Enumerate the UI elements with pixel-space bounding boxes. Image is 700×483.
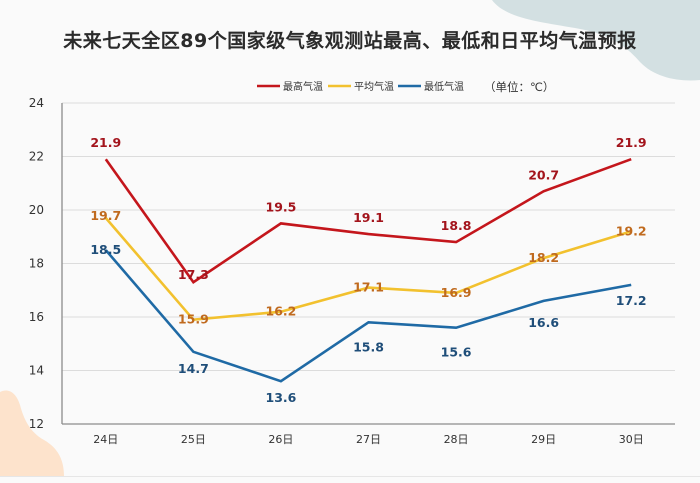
legend-item-avg: 平均气温 [328,80,394,93]
bottom-divider [0,476,700,477]
data-label-max: 19.1 [353,210,384,225]
data-label-min: 15.8 [353,339,384,354]
x-tick-label: 24日 [93,433,118,446]
series-line-max [104,157,632,284]
y-tick-label: 12 [29,417,44,431]
data-label-min: 16.6 [528,315,559,330]
y-tick-label: 22 [29,150,44,164]
series-lines [104,157,632,383]
y-tick-label: 24 [29,96,44,110]
data-label-avg: 18.2 [528,250,559,265]
data-label-avg: 19.7 [90,208,121,223]
unit-label: （单位：℃） [484,80,554,94]
data-label-avg: 17.1 [353,280,384,295]
x-tick-label: 27日 [356,433,381,446]
top-right-blob [492,0,700,81]
data-labels: 21.9 17.3 19.5 19.1 18.8 20.7 21.9 19.7 15.9 16.2… [90,135,646,405]
data-label-max: 18.8 [441,218,472,233]
series-line-avg [104,217,632,322]
data-label-min: 13.6 [266,390,297,405]
gridlines [62,102,675,371]
data-label-min: 15.6 [441,345,472,360]
x-tick-label: 29日 [531,433,556,446]
y-tick-label: 20 [29,203,44,217]
bottom-left-blob [0,390,64,476]
y-axis-ticks: 12 14 16 18 20 22 24 [29,96,44,431]
data-label-avg: 16.9 [441,285,472,300]
data-label-max: 20.7 [528,167,559,182]
data-label-avg: 16.2 [266,304,297,319]
legend-label-min: 最低气温 [424,80,464,93]
data-label-min: 18.5 [90,242,121,257]
legend: 最高气温 平均气温 最低气温 （单位：℃） [257,80,554,94]
data-label-max: 17.3 [178,267,209,282]
data-label-avg: 15.9 [178,312,209,327]
y-tick-label: 18 [29,257,44,271]
legend-item-min: 最低气温 [398,80,464,93]
y-tick-label: 14 [29,364,44,378]
data-label-max: 21.9 [90,135,121,150]
chart-title: 未来七天全区89个国家级气象观测站最高、最低和日平均气温预报 [63,30,637,52]
legend-label-avg: 平均气温 [354,80,394,93]
y-tick-label: 16 [29,310,44,324]
data-label-max: 21.9 [616,135,647,150]
x-tick-label: 28日 [444,433,469,446]
series-line-min [104,249,632,383]
data-label-min: 17.2 [616,293,647,308]
x-axis-ticks: 24日 25日 26日 27日 28日 29日 30日 [93,433,643,446]
x-tick-label: 25日 [181,433,206,446]
x-tick-label: 30日 [619,433,644,446]
axes [61,103,675,425]
data-label-avg: 19.2 [616,223,647,238]
legend-item-max: 最高气温 [257,80,323,93]
data-label-min: 14.7 [178,361,209,376]
legend-label-max: 最高气温 [283,80,323,93]
data-label-max: 19.5 [266,199,297,214]
x-tick-label: 26日 [268,433,293,446]
